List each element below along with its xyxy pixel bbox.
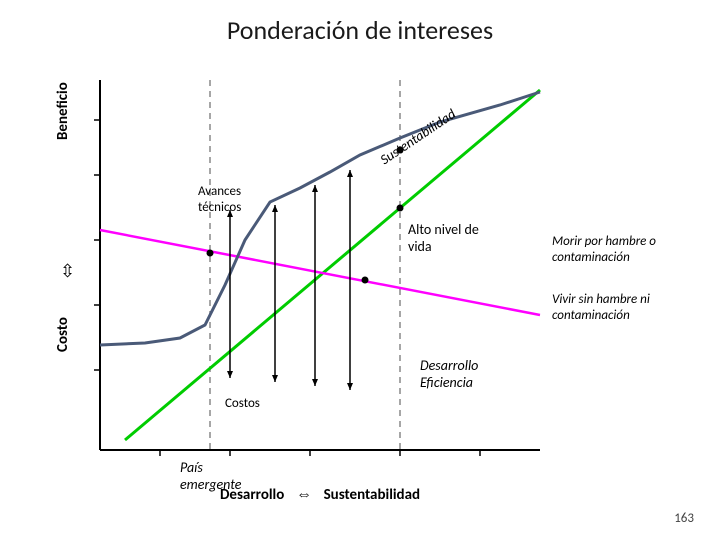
page-number: 163 [674,511,694,526]
y-label-separator-icon: ⇳ [60,260,75,282]
label-vivir: Vivir sin hambre ni contaminación [552,292,692,323]
label-morir: Morir por hambre o contaminación [552,234,692,265]
label-alto-nivel: Alto nivel de vida [408,222,488,256]
x-label-separator-icon: ⇔ [288,485,320,504]
x-label-desarrollo: Desarrollo [220,486,284,504]
chart-area [100,80,540,450]
label-avances-tecnicos: Avances técnicos [198,184,258,215]
y-label-beneficio: Beneficio [54,82,72,140]
chart-svg [100,80,540,450]
label-desarrollo-eficiencia: Desarrollo Eficiencia [420,358,500,392]
y-label-costo: Costo [54,317,72,352]
x-label-sustentabilidad: Sustentabilidad [324,486,421,504]
label-costos: Costos [225,396,260,412]
page-title: Ponderación de intereses [0,14,720,46]
x-axis-label-group: Desarrollo ⇔ Sustentabilidad [100,485,540,504]
